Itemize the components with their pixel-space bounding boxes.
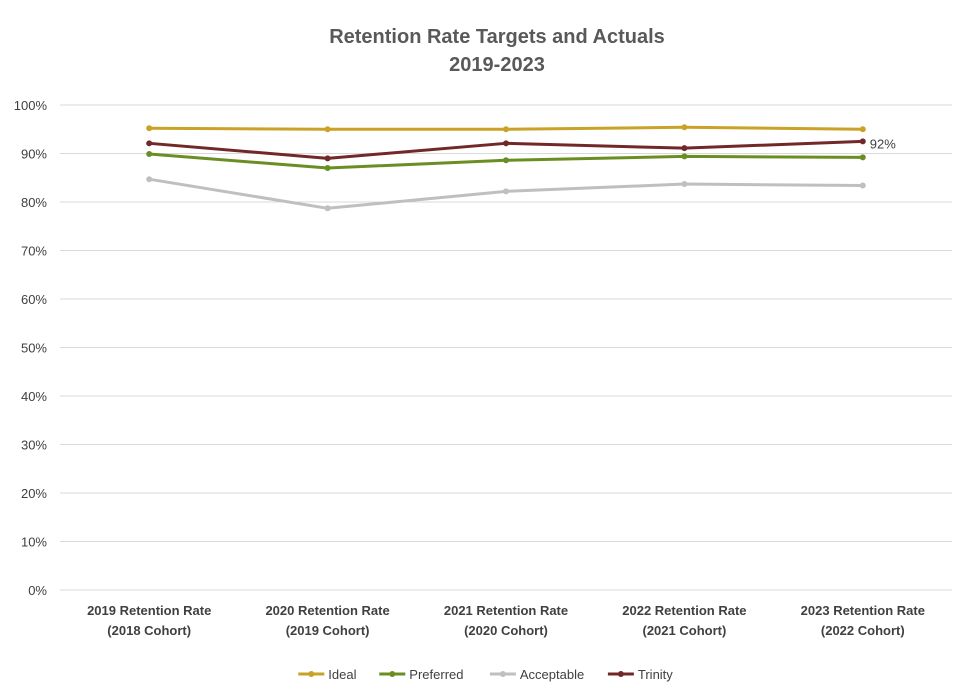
y-tick-label: 20% xyxy=(21,486,47,501)
y-tick-label: 100% xyxy=(14,98,48,113)
x-tick-label: 2020 Retention Rate (2019 Cohort) xyxy=(265,603,389,638)
data-point-ideal xyxy=(324,126,331,133)
data-point-ideal xyxy=(859,126,866,133)
y-axis-ticks: 0% 10% 20% 30% 40% 50% 60% 70% 80% 90% 100% xyxy=(14,98,48,598)
svg-text:Preferred: Preferred xyxy=(409,667,463,682)
legend: Ideal Preferred Acceptable Trinity xyxy=(298,667,673,682)
y-tick-label: 60% xyxy=(21,292,47,307)
y-tick-label: 70% xyxy=(21,244,47,259)
chart-title: Retention Rate Targets and Actuals xyxy=(329,26,665,48)
data-point-acceptable xyxy=(146,176,153,183)
data-point-trinity xyxy=(681,145,688,152)
data-point-preferred xyxy=(146,150,153,157)
data-labels: 92% xyxy=(870,136,896,151)
svg-text:Acceptable: Acceptable xyxy=(520,667,584,682)
data-point-acceptable xyxy=(681,181,688,188)
x-tick-label: 2019 Retention Rate (2018 Cohort) xyxy=(87,603,211,638)
gridlines xyxy=(60,104,952,591)
data-point-trinity xyxy=(503,140,509,147)
x-tick-label: 2022 Retention Rate (2021 Cohort) xyxy=(622,603,746,638)
svg-text:Ideal: Ideal xyxy=(328,667,356,682)
legend-item-trinity: Trinity xyxy=(607,667,673,682)
y-tick-label: 10% xyxy=(21,535,47,550)
data-point-ideal xyxy=(146,125,153,132)
data-point-preferred xyxy=(503,157,509,164)
y-tick-label: 50% xyxy=(21,341,47,356)
svg-text:Trinity: Trinity xyxy=(638,667,673,682)
y-tick-label: 0% xyxy=(28,583,47,598)
legend-item-ideal: Ideal xyxy=(298,667,357,682)
x-axis-ticks: 2019 Retention Rate (2018 Cohort) 2020 Ret… xyxy=(87,603,925,638)
data-label: 92% xyxy=(870,136,896,151)
data-point-acceptable xyxy=(859,182,866,189)
x-tick-label: 2023 Retention Rate (2022 Cohort) xyxy=(801,603,925,638)
data-point-trinity xyxy=(859,138,866,145)
chart-subtitle: 2019-2023 xyxy=(449,54,545,76)
data-point-acceptable xyxy=(324,205,331,212)
series-lines xyxy=(146,124,866,212)
y-tick-label: 30% xyxy=(21,438,47,453)
data-point-ideal xyxy=(503,126,509,133)
y-tick-label: 80% xyxy=(21,195,47,210)
legend-item-acceptable: Acceptable xyxy=(489,667,584,682)
data-point-preferred xyxy=(681,153,688,160)
data-point-preferred xyxy=(324,165,331,172)
data-point-trinity xyxy=(324,155,331,162)
legend-item-preferred: Preferred xyxy=(379,667,464,682)
data-point-trinity xyxy=(146,140,153,147)
y-tick-label: 90% xyxy=(21,147,47,162)
y-tick-label: 40% xyxy=(21,389,47,404)
data-point-ideal xyxy=(681,124,688,131)
data-point-preferred xyxy=(859,154,866,161)
x-tick-label: 2021 Retention Rate (2020 Cohort) xyxy=(444,603,568,638)
data-point-acceptable xyxy=(503,188,509,195)
